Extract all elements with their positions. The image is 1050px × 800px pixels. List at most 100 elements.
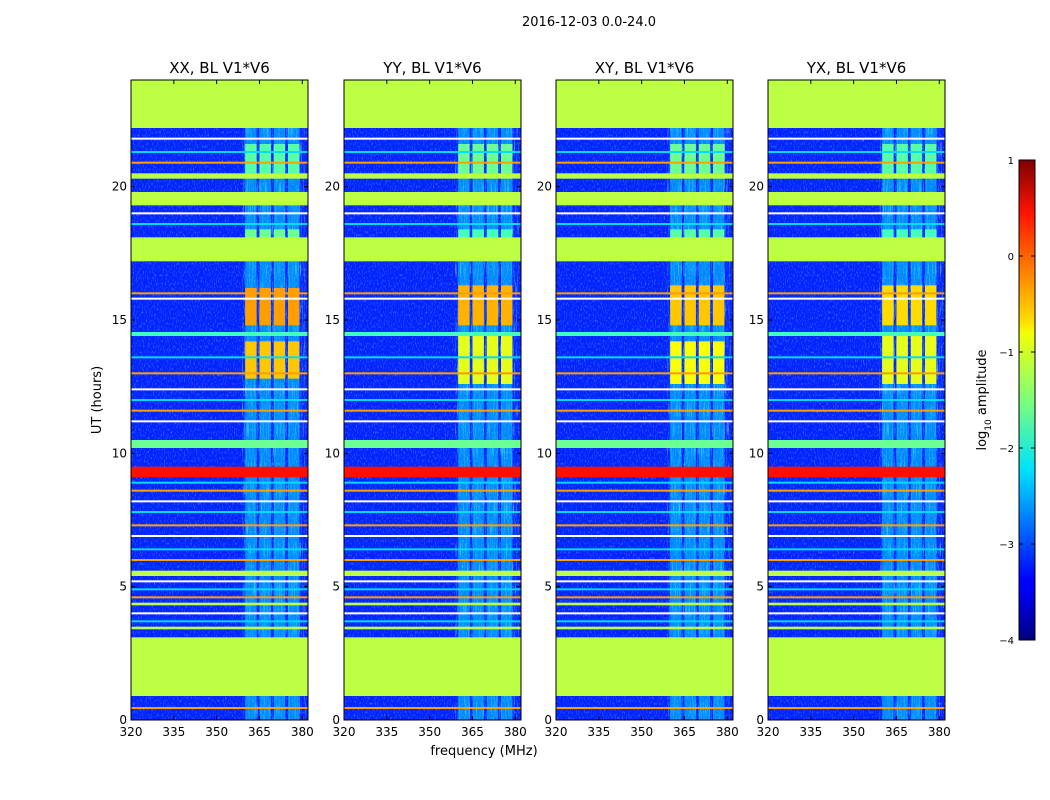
rfi-block [925,336,937,384]
time-line [131,137,308,140]
y-tick-label: 10 [749,446,764,460]
x-tick-label: 380 [291,725,314,739]
y-tick-label: 0 [332,713,340,727]
time-line [556,612,733,615]
y-tick-label: 5 [756,580,764,594]
rfi-block [288,341,300,379]
flagged-range [131,570,308,576]
panel-frame [767,79,946,721]
flagged-range [556,626,733,630]
x-tick-label: 320 [120,725,143,739]
flagged-range [768,80,945,128]
time-line [131,212,308,215]
strong-line [131,466,308,478]
rfi-block [288,288,300,326]
colorbar-label-rest: amplitude [975,349,990,419]
time-line [131,399,308,401]
strong-line [344,440,521,448]
x-tick-label: 365 [673,725,696,739]
rfi-block [245,341,257,379]
x-tick-label: 335 [799,725,822,739]
x-tick-label: 350 [205,725,228,739]
rfi-block [713,144,725,174]
y-tick-label: 5 [119,580,127,594]
rfi-block [670,341,682,384]
y-tick-label: 5 [544,580,552,594]
time-line [344,223,521,225]
colorbar-tick-label: −4 [999,636,1014,647]
colorbar-gradient [1018,159,1036,641]
time-line [556,223,733,225]
colorbar-tick-label: −1 [999,348,1014,359]
time-line [556,137,733,140]
time-line [768,420,945,423]
time-line [344,372,521,375]
time-line [344,596,521,599]
time-line [768,596,945,599]
figure-title: 2016-12-03 0.0-24.0 [522,15,656,30]
colorbar-label-sub: 10 [984,419,994,431]
time-line [344,481,521,484]
x-tick-label: 320 [333,725,356,739]
flagged-range [344,637,521,696]
time-line [344,420,521,423]
time-line [556,620,733,623]
time-line [556,481,733,484]
y-tick-label: 0 [544,713,552,727]
time-line [768,151,945,153]
time-line [344,137,521,140]
colorbar-tick-label: −3 [999,540,1014,551]
flagged-range [768,637,945,696]
strong-line [556,440,733,448]
rfi-block [882,336,894,384]
time-line [556,559,733,561]
x-tick-label: 380 [716,725,739,739]
flagged-range [556,80,733,128]
strong-line [344,332,521,336]
flagged-range [768,173,945,179]
time-line [344,409,521,412]
colorbar: −4 −3 −2 −1 0 1 log10 amplitude [975,156,1036,647]
rfi-block [501,336,513,384]
flagged-range [344,192,521,206]
colorbar-tick-label: 1 [1008,156,1014,167]
rfi-block [458,336,470,384]
panel-2: XY, BL V1*V6 320 335 350 365 380 0 5 10 15 20 [537,59,739,739]
flagged-range [131,626,308,630]
rfi-block [925,144,937,174]
time-line [556,356,733,359]
flagged-range [768,602,945,606]
time-line [768,548,945,551]
flagged-range [131,173,308,179]
time-line [768,292,945,295]
time-line [556,297,733,300]
time-line [131,292,308,295]
rfi-block [472,285,484,326]
flagged-range [131,237,308,262]
time-line [768,161,945,164]
x-tick-label: 335 [587,725,610,739]
time-line [131,161,308,164]
flagged-range [344,237,521,262]
rfi-block [698,285,711,326]
time-line [344,151,521,153]
time-line [556,596,733,599]
x-tick-label: 320 [545,725,568,739]
time-line [131,588,308,591]
strong-line [556,466,733,478]
panel-frame [130,79,309,721]
time-line [556,500,733,503]
rfi-block [684,341,696,384]
time-line [344,292,521,295]
time-line [131,511,308,513]
time-line [131,612,308,615]
flagged-range [768,626,945,630]
time-line [344,500,521,503]
time-line [344,356,521,359]
flagged-range [556,237,733,262]
time-line [131,580,308,583]
time-line [556,580,733,583]
time-line [344,489,521,492]
y-tick-label: 0 [119,713,127,727]
rfi-block [273,341,286,379]
